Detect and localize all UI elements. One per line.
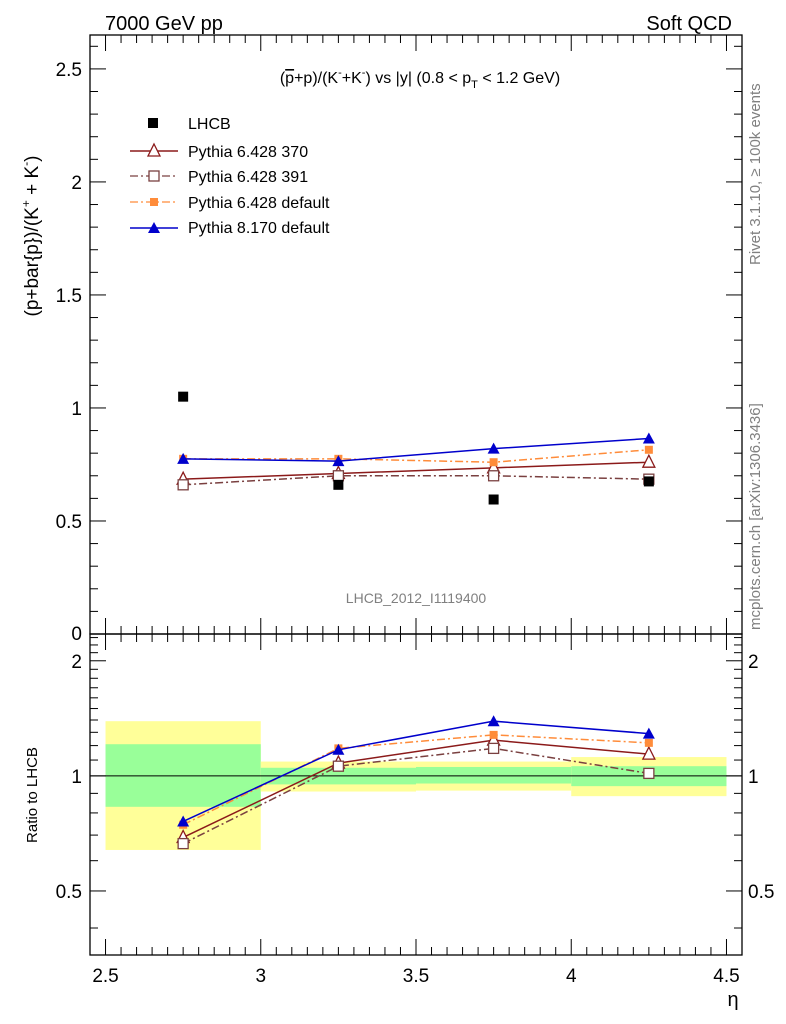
legend-label-p6-370: Pythia 6.428 370 <box>188 144 308 161</box>
ratio-line-p6_default <box>182 734 649 826</box>
x-axis-label: η <box>727 989 738 1011</box>
marker-p6_391 <box>177 837 189 850</box>
ratio-y-tick-label: 0.5 <box>56 882 82 903</box>
marker-p6_370 <box>641 745 656 760</box>
legend: LHCB Pythia 6.428 370 Pythia 6.428 391 P… <box>130 116 330 237</box>
marker-p6_default <box>489 458 498 467</box>
marker-p6_391 <box>332 760 345 772</box>
analysis-watermark: LHCB_2012_I1119400 <box>346 590 487 606</box>
legend-label-p8-default: Pythia 8.170 default <box>188 220 330 237</box>
marker-p6_default <box>644 445 653 454</box>
plot-title: (p+p)/(K-+K-) vs |y| (0.8 < pT < 1.2 GeV… <box>280 67 560 91</box>
legend-label-lhcb: LHCB <box>188 116 231 133</box>
title-sup: - <box>338 67 342 79</box>
main-line-p6_default <box>183 449 649 463</box>
marker-p6_default <box>489 730 498 739</box>
y-tick-label: 1.5 <box>56 286 82 307</box>
x-tick-label: 4.5 <box>713 966 739 987</box>
legend-label-p6-391: Pythia 6.428 391 <box>188 169 308 186</box>
ratio-band-inner <box>416 766 572 784</box>
marker-p6_391 <box>177 479 189 491</box>
main-plot: 0.5 1 1.5 2 2.5 0 <box>56 34 743 645</box>
marker-lhcb <box>178 391 189 402</box>
ratio-y-tick-label-right: 1 <box>748 767 759 788</box>
ylabel-part: (p+bar{p})/(K <box>22 207 43 317</box>
ratio-y-tick-label-right: 0.5 <box>748 882 774 903</box>
ratio-y-tick-label: 2 <box>71 652 82 673</box>
main-line-p6_391 <box>183 475 649 486</box>
legend-marker-p6-391 <box>148 170 160 182</box>
main-line-p8_default <box>183 437 649 462</box>
marker-p8_default <box>642 432 655 444</box>
title-sub: T <box>471 79 478 91</box>
marker-p6_391 <box>643 767 655 780</box>
ratio-plot: 2.5 3 3.5 4 4.5 0.5 0.5 1 1 2 2 <box>56 618 774 987</box>
title-part: ) vs |y| (0.8 < p <box>365 70 471 87</box>
y-tick-label: 2 <box>71 173 82 194</box>
ylabel-sup: - <box>19 162 33 166</box>
legend-label-p6-default: Pythia 6.428 default <box>188 195 330 212</box>
marker-p6_370 <box>641 453 656 468</box>
main-line-p6_370 <box>183 461 649 480</box>
header-left: 7000 GeV pp <box>105 13 223 35</box>
x-tick-label: 3 <box>255 966 266 987</box>
title-part: < 1.2 GeV) <box>478 70 560 87</box>
ratio-y-tick-label-right: 2 <box>748 652 759 673</box>
title-sup: - <box>362 67 366 79</box>
title-part: +p)/(K <box>294 70 338 87</box>
marker-p6_391 <box>487 742 500 755</box>
marker-lhcb <box>643 476 654 487</box>
legend-marker-p6-370 <box>146 142 162 157</box>
ratio-y-label: Ratio to LHCB <box>24 747 41 843</box>
main-y-label: (p+bar{p})/(K+ + K-) <box>19 156 43 317</box>
marker-p8_default <box>332 455 345 467</box>
legend-marker-p8-default <box>148 222 160 233</box>
ylabel-sup: + <box>19 200 33 207</box>
y-tick-label-zero: 0 <box>71 624 82 645</box>
marker-p8_default <box>332 743 345 755</box>
ratio-y-tick-label: 1 <box>71 767 82 788</box>
header-right: Soft QCD <box>646 13 732 35</box>
marker-p6_391 <box>332 470 345 482</box>
title-part: ( <box>280 70 286 87</box>
marker-p6_default <box>644 738 653 747</box>
y-tick-label: 1 <box>71 399 82 420</box>
x-tick-label: 2.5 <box>92 966 118 987</box>
ratio-line-p8_default <box>182 720 649 823</box>
ylabel-part: + K <box>22 166 43 201</box>
marker-p8_default <box>177 815 190 827</box>
legend-marker-lhcb <box>148 118 158 128</box>
title-part: +K <box>342 70 362 87</box>
mcplots-label: mcplots.cern.ch [arXiv:1306.3436] <box>747 403 764 630</box>
marker-p8_default <box>177 452 190 464</box>
rivet-label: Rivet 3.1.10, ≥ 100k events <box>747 83 764 265</box>
ylabel-part: ) <box>22 156 43 162</box>
legend-marker-p6-default <box>150 198 158 206</box>
ratio-line-p6_391 <box>182 747 649 845</box>
marker-p8_default <box>487 715 500 727</box>
marker-p6_391 <box>487 470 500 482</box>
x-tick-label: 4 <box>566 966 577 987</box>
ratio-line-p6_370 <box>182 739 649 839</box>
y-tick-label: 2.5 <box>56 60 82 81</box>
y-tick-label: 0.5 <box>56 512 82 533</box>
marker-lhcb <box>488 494 499 505</box>
x-tick-label: 3.5 <box>403 966 429 987</box>
title-pbar: p <box>285 70 294 87</box>
marker-p8_default <box>642 727 655 739</box>
marker-p8_default <box>487 442 500 454</box>
marker-lhcb <box>333 479 344 490</box>
